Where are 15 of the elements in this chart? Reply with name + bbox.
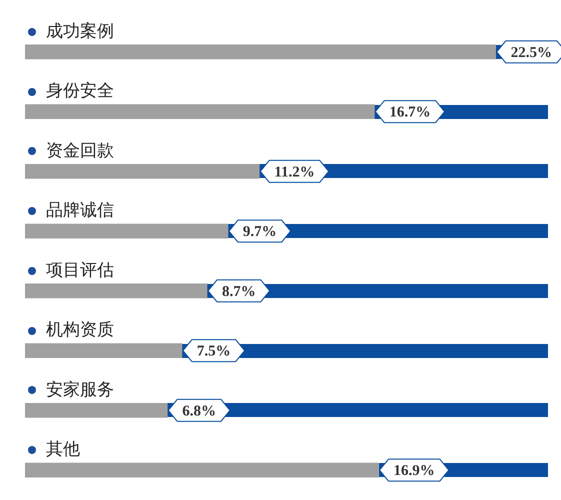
y-tick-label: 其他 [46,440,80,460]
y-tick-label: 身份安全 [46,81,114,102]
data-label: 9.7% [242,224,277,240]
data-label: 16.9% [394,463,435,479]
y-tick-label: 成功案例 [46,21,114,42]
data-label: 7.5% [196,344,231,360]
y-tick-label: 安家服务 [46,380,114,400]
data-label: 16.7% [389,104,431,120]
y-tick-label: 项目评估 [46,260,114,280]
data-label: 6.8% [182,403,216,420]
data-label: 8.7% [222,284,256,300]
y-tick-label: 机构资质 [46,320,114,340]
y-tick-label: 资金回款 [46,140,114,161]
data-label: 11.2% [274,164,315,180]
y-tick-label: 品牌诚信 [46,200,114,221]
